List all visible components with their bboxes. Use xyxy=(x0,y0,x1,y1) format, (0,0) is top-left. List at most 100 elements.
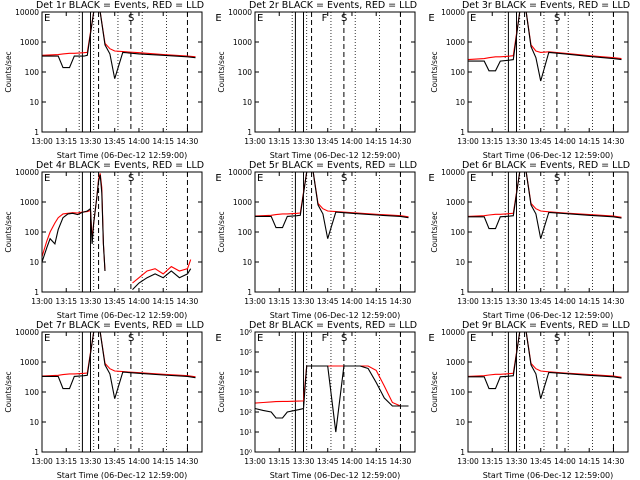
series-line-events xyxy=(41,174,106,272)
x-tick-label: 13:00 xyxy=(457,457,479,466)
interval-marker-label: S xyxy=(128,333,134,344)
y-tick-label: 1000 xyxy=(20,198,39,207)
series-line-lld xyxy=(41,173,106,272)
chart-panel-6: Det 6r BLACK = Events, RED = LLD Counts/s… xyxy=(430,160,630,320)
y-tick-label: 100 xyxy=(238,68,253,77)
x-tick-label: 13:00 xyxy=(244,137,266,146)
y-tick-label: 1000 xyxy=(20,38,39,47)
x-tick-label: 14:00 xyxy=(128,457,150,466)
x-tick-label: 13:30 xyxy=(293,457,315,466)
x-tick-label: 13:45 xyxy=(104,137,126,146)
x-tick-label: 13:15 xyxy=(268,457,290,466)
interval-marker-label: E xyxy=(470,173,476,184)
interval-marker-label: E xyxy=(428,173,434,184)
x-tick-label: 14:30 xyxy=(390,457,412,466)
plot-frame xyxy=(467,331,629,453)
x-axis-label: Start Time (06-Dec-12 12:59:00) xyxy=(483,471,614,480)
plot-frame xyxy=(467,171,629,293)
chart-panel-2: Det 2r BLACK = Events, RED = LLD Counts/s… xyxy=(217,0,435,160)
x-tick-label: 14:15 xyxy=(578,137,600,146)
chart-panel-5: Det 5r BLACK = Events, RED = LLD Counts/s… xyxy=(217,160,435,320)
y-tick-label: 100 xyxy=(451,228,466,237)
interval-marker-label: S xyxy=(128,173,134,184)
chart-title: Det 2r BLACK = Events, RED = LLD xyxy=(249,0,417,11)
interval-marker-label: E xyxy=(470,13,476,24)
y-axis-label: Counts/sec xyxy=(430,211,439,252)
y-tick-label: 10 xyxy=(455,418,465,427)
y-axis-label: Counts/sec xyxy=(217,371,226,412)
x-tick-label: 13:15 xyxy=(481,137,503,146)
plot-frame xyxy=(41,171,203,293)
chart-panel-9: Det 9r BLACK = Events, RED = LLD Counts/s… xyxy=(430,320,630,480)
x-tick-label: 13:30 xyxy=(80,297,102,306)
interval-marker-label: S xyxy=(128,13,134,24)
x-tick-label: 14:30 xyxy=(177,297,199,306)
x-tick-label: 14:30 xyxy=(390,137,412,146)
y-tick-label: 10² xyxy=(239,408,252,417)
y-tick-label: 1000 xyxy=(446,198,465,207)
x-tick-label: 13:45 xyxy=(530,137,552,146)
series-line-events xyxy=(42,331,196,399)
chart-title: Det 5r BLACK = Events, RED = LLD xyxy=(249,160,417,171)
x-axis-label: Start Time (06-Dec-12 12:59:00) xyxy=(483,151,614,160)
x-tick-label: 13:00 xyxy=(457,137,479,146)
x-tick-label: 13:15 xyxy=(55,137,77,146)
x-tick-label: 13:15 xyxy=(55,297,77,306)
chart-panel-1: Det 1r BLACK = Events, RED = LLD Counts/s… xyxy=(4,0,222,160)
x-tick-label: 13:30 xyxy=(506,137,528,146)
y-tick-label: 100 xyxy=(451,388,466,397)
y-tick-label: 1000 xyxy=(446,38,465,47)
plot-frame xyxy=(254,331,416,453)
plot-frame xyxy=(254,171,416,293)
series-line-lld xyxy=(41,331,196,378)
interval-marker-label: E xyxy=(428,333,434,344)
x-tick-label: 14:30 xyxy=(603,137,625,146)
plot-frame xyxy=(254,11,416,133)
x-tick-label: 13:15 xyxy=(268,297,290,306)
x-tick-label: 13:45 xyxy=(104,457,126,466)
x-tick-label: 14:30 xyxy=(177,457,199,466)
y-tick-label: 10⁰ xyxy=(239,448,252,457)
interval-marker-label: F xyxy=(322,13,328,24)
series-line-lld xyxy=(467,331,622,378)
x-tick-label: 14:15 xyxy=(578,297,600,306)
y-axis-label: Counts/sec xyxy=(430,51,439,92)
y-tick-label: 1000 xyxy=(446,358,465,367)
series-line-lld xyxy=(254,171,409,218)
y-tick-label: 10000 xyxy=(441,168,465,177)
series-line-lld-late xyxy=(132,259,192,284)
x-tick-label: 13:45 xyxy=(317,137,339,146)
y-tick-label: 1000 xyxy=(233,198,252,207)
interval-marker-label: E xyxy=(44,173,50,184)
x-tick-label: 13:45 xyxy=(317,457,339,466)
x-tick-label: 14:00 xyxy=(341,137,363,146)
interval-marker-label: S xyxy=(341,13,347,24)
chart-panel-8: Det 8r BLACK = Events, RED = LLD Counts/s… xyxy=(217,320,435,480)
y-tick-label: 1 xyxy=(460,128,465,137)
x-axis-label: Start Time (06-Dec-12 12:59:00) xyxy=(57,311,188,320)
x-tick-label: 13:30 xyxy=(506,457,528,466)
interval-marker-label: S xyxy=(554,173,560,184)
y-tick-label: 1 xyxy=(34,448,39,457)
y-tick-label: 10⁴ xyxy=(239,368,252,377)
chart-panel-4: Det 4r BLACK = Events, RED = LLD Counts/s… xyxy=(4,160,222,320)
chart-panel-3: Det 3r BLACK = Events, RED = LLD Counts/s… xyxy=(430,0,630,160)
y-tick-label: 10000 xyxy=(15,8,39,17)
y-tick-label: 100 xyxy=(451,68,466,77)
x-tick-label: 14:30 xyxy=(603,457,625,466)
y-tick-label: 1 xyxy=(34,288,39,297)
chart-title: Det 7r BLACK = Events, RED = LLD xyxy=(36,320,204,331)
y-tick-label: 10 xyxy=(242,98,252,107)
x-tick-label: 14:15 xyxy=(365,297,387,306)
series-line-lld xyxy=(467,171,622,218)
x-tick-label: 13:30 xyxy=(80,457,102,466)
x-tick-label: 13:45 xyxy=(530,297,552,306)
x-axis-label: Start Time (06-Dec-12 12:59:00) xyxy=(270,311,401,320)
x-tick-label: 13:15 xyxy=(481,297,503,306)
interval-marker-label: E xyxy=(257,13,263,24)
x-axis-label: Start Time (06-Dec-12 12:59:00) xyxy=(57,151,188,160)
y-tick-label: 100 xyxy=(238,228,253,237)
x-tick-label: 14:00 xyxy=(554,137,576,146)
series-line-events xyxy=(254,365,409,433)
